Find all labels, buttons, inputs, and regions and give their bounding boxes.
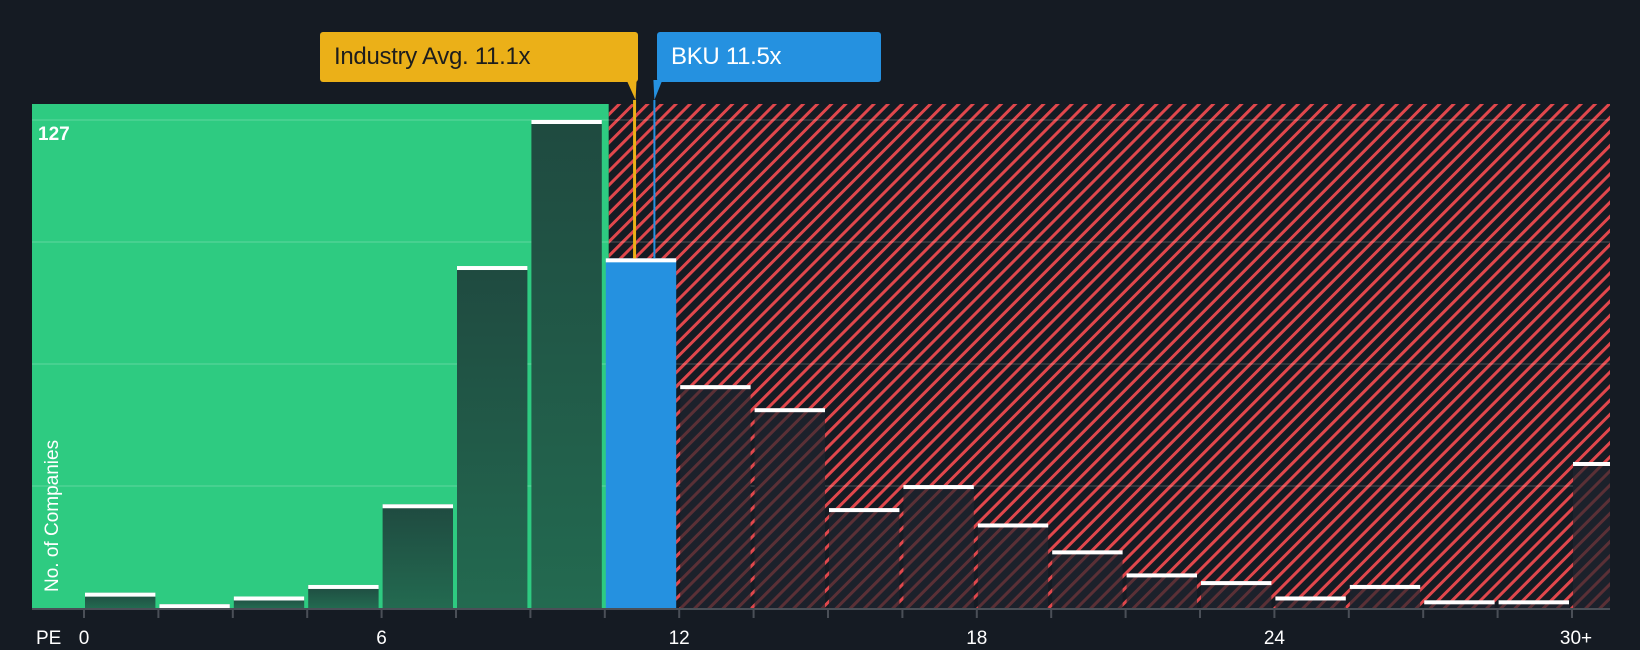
marker-lines	[626, 80, 663, 259]
bar-cap	[1275, 596, 1346, 601]
bar-cap	[457, 266, 528, 271]
histogram-bar	[1126, 573, 1197, 608]
histogram-bar	[829, 508, 900, 608]
histogram-bars	[85, 120, 1610, 609]
company-callout-pointer	[653, 80, 663, 100]
x-tick-label: 0	[78, 628, 90, 649]
histogram-bar	[531, 120, 602, 608]
histogram-bar	[233, 596, 305, 608]
histogram-bar	[308, 584, 379, 608]
histogram-bar	[680, 385, 751, 608]
bar-cap	[308, 584, 379, 589]
y-axis-title: No. of Companies	[42, 439, 63, 592]
y-axis-max-label: 127	[38, 124, 70, 145]
bar-cap	[1126, 573, 1197, 578]
bar-cap	[754, 408, 825, 413]
x-tick-label: 6	[376, 628, 387, 649]
x-tick-label: 18	[966, 628, 988, 649]
industry-callout-pointer	[626, 80, 637, 100]
histogram-bar	[85, 592, 156, 608]
bar-cap	[382, 504, 453, 509]
bar-cap	[1349, 584, 1421, 589]
bar-cap	[1052, 550, 1123, 555]
histogram-bar	[605, 258, 677, 608]
bar-cap	[903, 485, 974, 490]
histogram-bar	[1349, 584, 1421, 608]
bar-cap	[159, 604, 230, 609]
histogram-bar	[1275, 596, 1346, 608]
bar-cap	[680, 385, 751, 390]
x-tick-label: 30+	[1559, 628, 1593, 649]
company-pe-label: BKU 11.5x	[671, 43, 782, 70]
histogram-bar	[754, 408, 825, 608]
histogram-bar	[903, 485, 974, 608]
bar-cap	[1498, 600, 1569, 605]
bar-cap	[829, 508, 900, 513]
bar-cap	[1201, 581, 1272, 586]
histogram-bar	[1424, 600, 1495, 608]
bar-cap	[977, 523, 1049, 528]
histogram-bar	[977, 523, 1049, 608]
bar-cap	[85, 592, 156, 597]
bar-cap	[1424, 600, 1495, 605]
x-tick-label: 24	[1263, 628, 1285, 649]
histogram-bar	[1498, 600, 1569, 608]
x-axis	[32, 608, 1610, 618]
x-tick-label: 12	[668, 628, 690, 649]
bar-cap	[1573, 461, 1610, 466]
bar-cap	[605, 258, 677, 263]
x-axis-prefix: PE	[36, 628, 62, 649]
bar-cap	[531, 120, 602, 124]
histogram-bar	[1052, 550, 1123, 608]
histogram-bar	[457, 266, 528, 608]
company-pe-callout: BKU 11.5x	[657, 32, 881, 82]
histogram-bar	[1573, 461, 1610, 608]
industry-average-callout: Industry Avg. 11.1x	[320, 32, 638, 82]
bar-cap	[233, 596, 305, 601]
histogram-bar	[1201, 581, 1272, 608]
histogram-bar	[159, 604, 230, 609]
histogram-bar	[382, 504, 453, 608]
industry-average-label: Industry Avg. 11.1x	[334, 43, 531, 70]
